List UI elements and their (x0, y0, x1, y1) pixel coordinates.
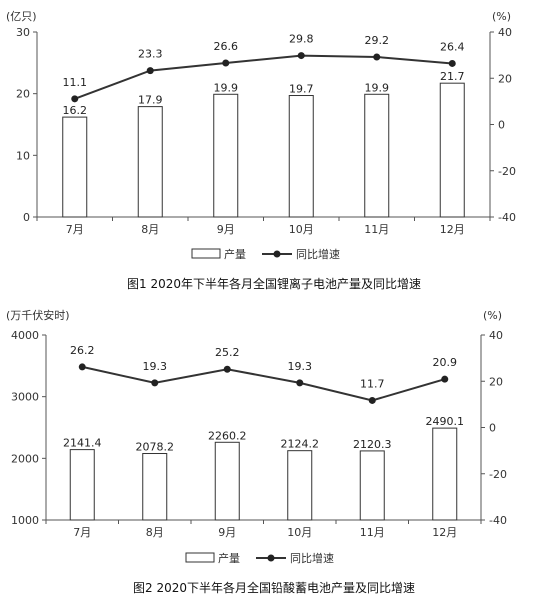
chart1-x-tick-label: 12月 (440, 223, 465, 236)
chart2-legend-line-label: 同比增速 (290, 551, 334, 565)
chart1-growth-point (297, 52, 305, 60)
chart2-left-tick-label: 4000 (11, 329, 39, 342)
chart2-caption: 图2 2020下半年各月全国铅酸蓄电池产量及同比增速 (133, 580, 415, 595)
chart2-x-tick-label: 9月 (218, 526, 236, 539)
chart2-right-tick-label: 20 (489, 375, 503, 388)
chart1-x-tick-label: 7月 (66, 223, 84, 236)
chart1-legend-bar-swatch (191, 248, 221, 259)
chart1-growth-point (448, 59, 456, 67)
chart2-x-tick-label: 10月 (287, 526, 312, 539)
chart1-bar-label: 16.2 (63, 104, 88, 117)
chart1-growth-point (373, 53, 381, 61)
chart2-x-tick-label: 11月 (360, 526, 385, 539)
chart1-bar (213, 93, 239, 218)
chart1-x-tick-label: 8月 (141, 223, 159, 236)
chart2-right-tick-label: -40 (489, 514, 507, 527)
chart1-left-tick-label: 0 (23, 211, 30, 224)
chart2-growth-label: 19.3 (288, 360, 313, 373)
chart1-growth-label: 29.2 (365, 34, 390, 47)
chart1-left-tick-label: 10 (16, 149, 30, 162)
chart1-growth-label: 29.8 (289, 33, 314, 46)
chart2-right-unit: (%) (483, 309, 502, 322)
chart1-bar-label: 17.9 (138, 94, 163, 107)
chart1-legend-line-label: 同比增速 (296, 247, 340, 261)
chart2-right-tick-label: 40 (489, 329, 503, 342)
chart2-growth-line (82, 365, 446, 402)
chart1-bar-label: 19.9 (214, 81, 239, 94)
chart2-left-unit: (万千伏安时) (6, 308, 70, 322)
chart1-bar (137, 106, 163, 218)
chart1-growth-line (74, 54, 453, 100)
chart2-bar (142, 453, 168, 521)
chart1-right-unit: (%) (492, 10, 511, 23)
chart2-left-tick-label: 1000 (11, 514, 39, 527)
chart2-bar-label: 2490.1 (426, 415, 465, 428)
chart2-legend-line-point (267, 554, 275, 562)
chart1-left-tick-label: 30 (16, 26, 30, 39)
chart2-x-tick-label: 7月 (73, 526, 91, 539)
chart1-growth-label: 26.6 (214, 40, 239, 53)
chart2-growth-label: 25.2 (215, 346, 240, 359)
chart2-growth-point (151, 379, 159, 387)
chart1-bar (439, 82, 465, 218)
chart1-bar (62, 116, 88, 218)
chart1-x-tick-label: 11月 (364, 223, 389, 236)
chart1-legend-bar-label: 产量 (224, 247, 246, 261)
chart1-growth-point (222, 59, 230, 67)
chart1-left-unit: (亿只) (6, 10, 37, 23)
chart2-growth-point (368, 396, 376, 404)
chart2-bar-label: 2078.2 (136, 441, 175, 454)
chart1-growth-label: 23.3 (138, 48, 163, 61)
chart2-bar-label: 2124.2 (281, 438, 320, 451)
chart1-bar-label: 21.7 (440, 70, 465, 83)
chart1-growth-label: 26.4 (440, 40, 465, 53)
chart1-right-tick-label: -20 (498, 165, 516, 178)
chart1-right-tick-label: -40 (498, 211, 516, 224)
chart1-bar-label: 19.9 (365, 81, 390, 94)
chart1-right-tick-label: 0 (498, 119, 505, 132)
chart1-right-tick-label: 40 (498, 26, 512, 39)
chart2-legend-bar-label: 产量 (218, 551, 240, 565)
chart2-bar-label: 2141.4 (63, 437, 102, 450)
chart2-growth-point (441, 375, 449, 383)
chart2-x-tick-label: 12月 (432, 526, 457, 539)
chart2-growth-label: 19.3 (143, 360, 168, 373)
chart2-left-tick-label: 3000 (11, 391, 39, 404)
chart1-bar (288, 95, 314, 218)
chart2-x-tick-label: 8月 (146, 526, 164, 539)
chart1-x-tick-label: 9月 (217, 223, 235, 236)
chart2-legend-bar-swatch (185, 552, 215, 563)
chart1-growth-label: 11.1 (63, 76, 88, 89)
chart2-bar (287, 450, 313, 521)
chart2-bar-label: 2120.3 (353, 438, 392, 451)
chart1-x-tick-label: 10月 (289, 223, 314, 236)
chart1-legend-line-point (273, 250, 281, 258)
chart1-growth-point (71, 95, 79, 103)
chart2-right-tick-label: 0 (489, 422, 496, 435)
chart1-caption: 图1 2020年下半年各月全国锂离子电池产量及同比增速 (127, 276, 421, 291)
chart1-growth-point (146, 67, 154, 75)
chart2-growth-label: 11.7 (360, 377, 385, 390)
chart2-growth-point (296, 379, 304, 387)
chart2-right-tick-label: -20 (489, 468, 507, 481)
chart1-bar (364, 93, 390, 218)
chart2-bar (359, 450, 385, 521)
chart1-bar-label: 19.7 (289, 83, 314, 96)
chart2-bar (432, 427, 458, 521)
chart2-growth-point (223, 365, 231, 373)
chart1-left-tick-label: 20 (16, 88, 30, 101)
chart2-bar (214, 441, 240, 521)
chart2-bar (69, 449, 95, 521)
chart2-left-tick-label: 2000 (11, 452, 39, 465)
chart2-growth-label: 26.2 (70, 344, 95, 357)
chart2-bar-label: 2260.2 (208, 429, 247, 442)
chart2-growth-label: 20.9 (433, 356, 458, 369)
chart1-right-tick-label: 20 (498, 72, 512, 85)
chart2-growth-point (78, 363, 86, 371)
